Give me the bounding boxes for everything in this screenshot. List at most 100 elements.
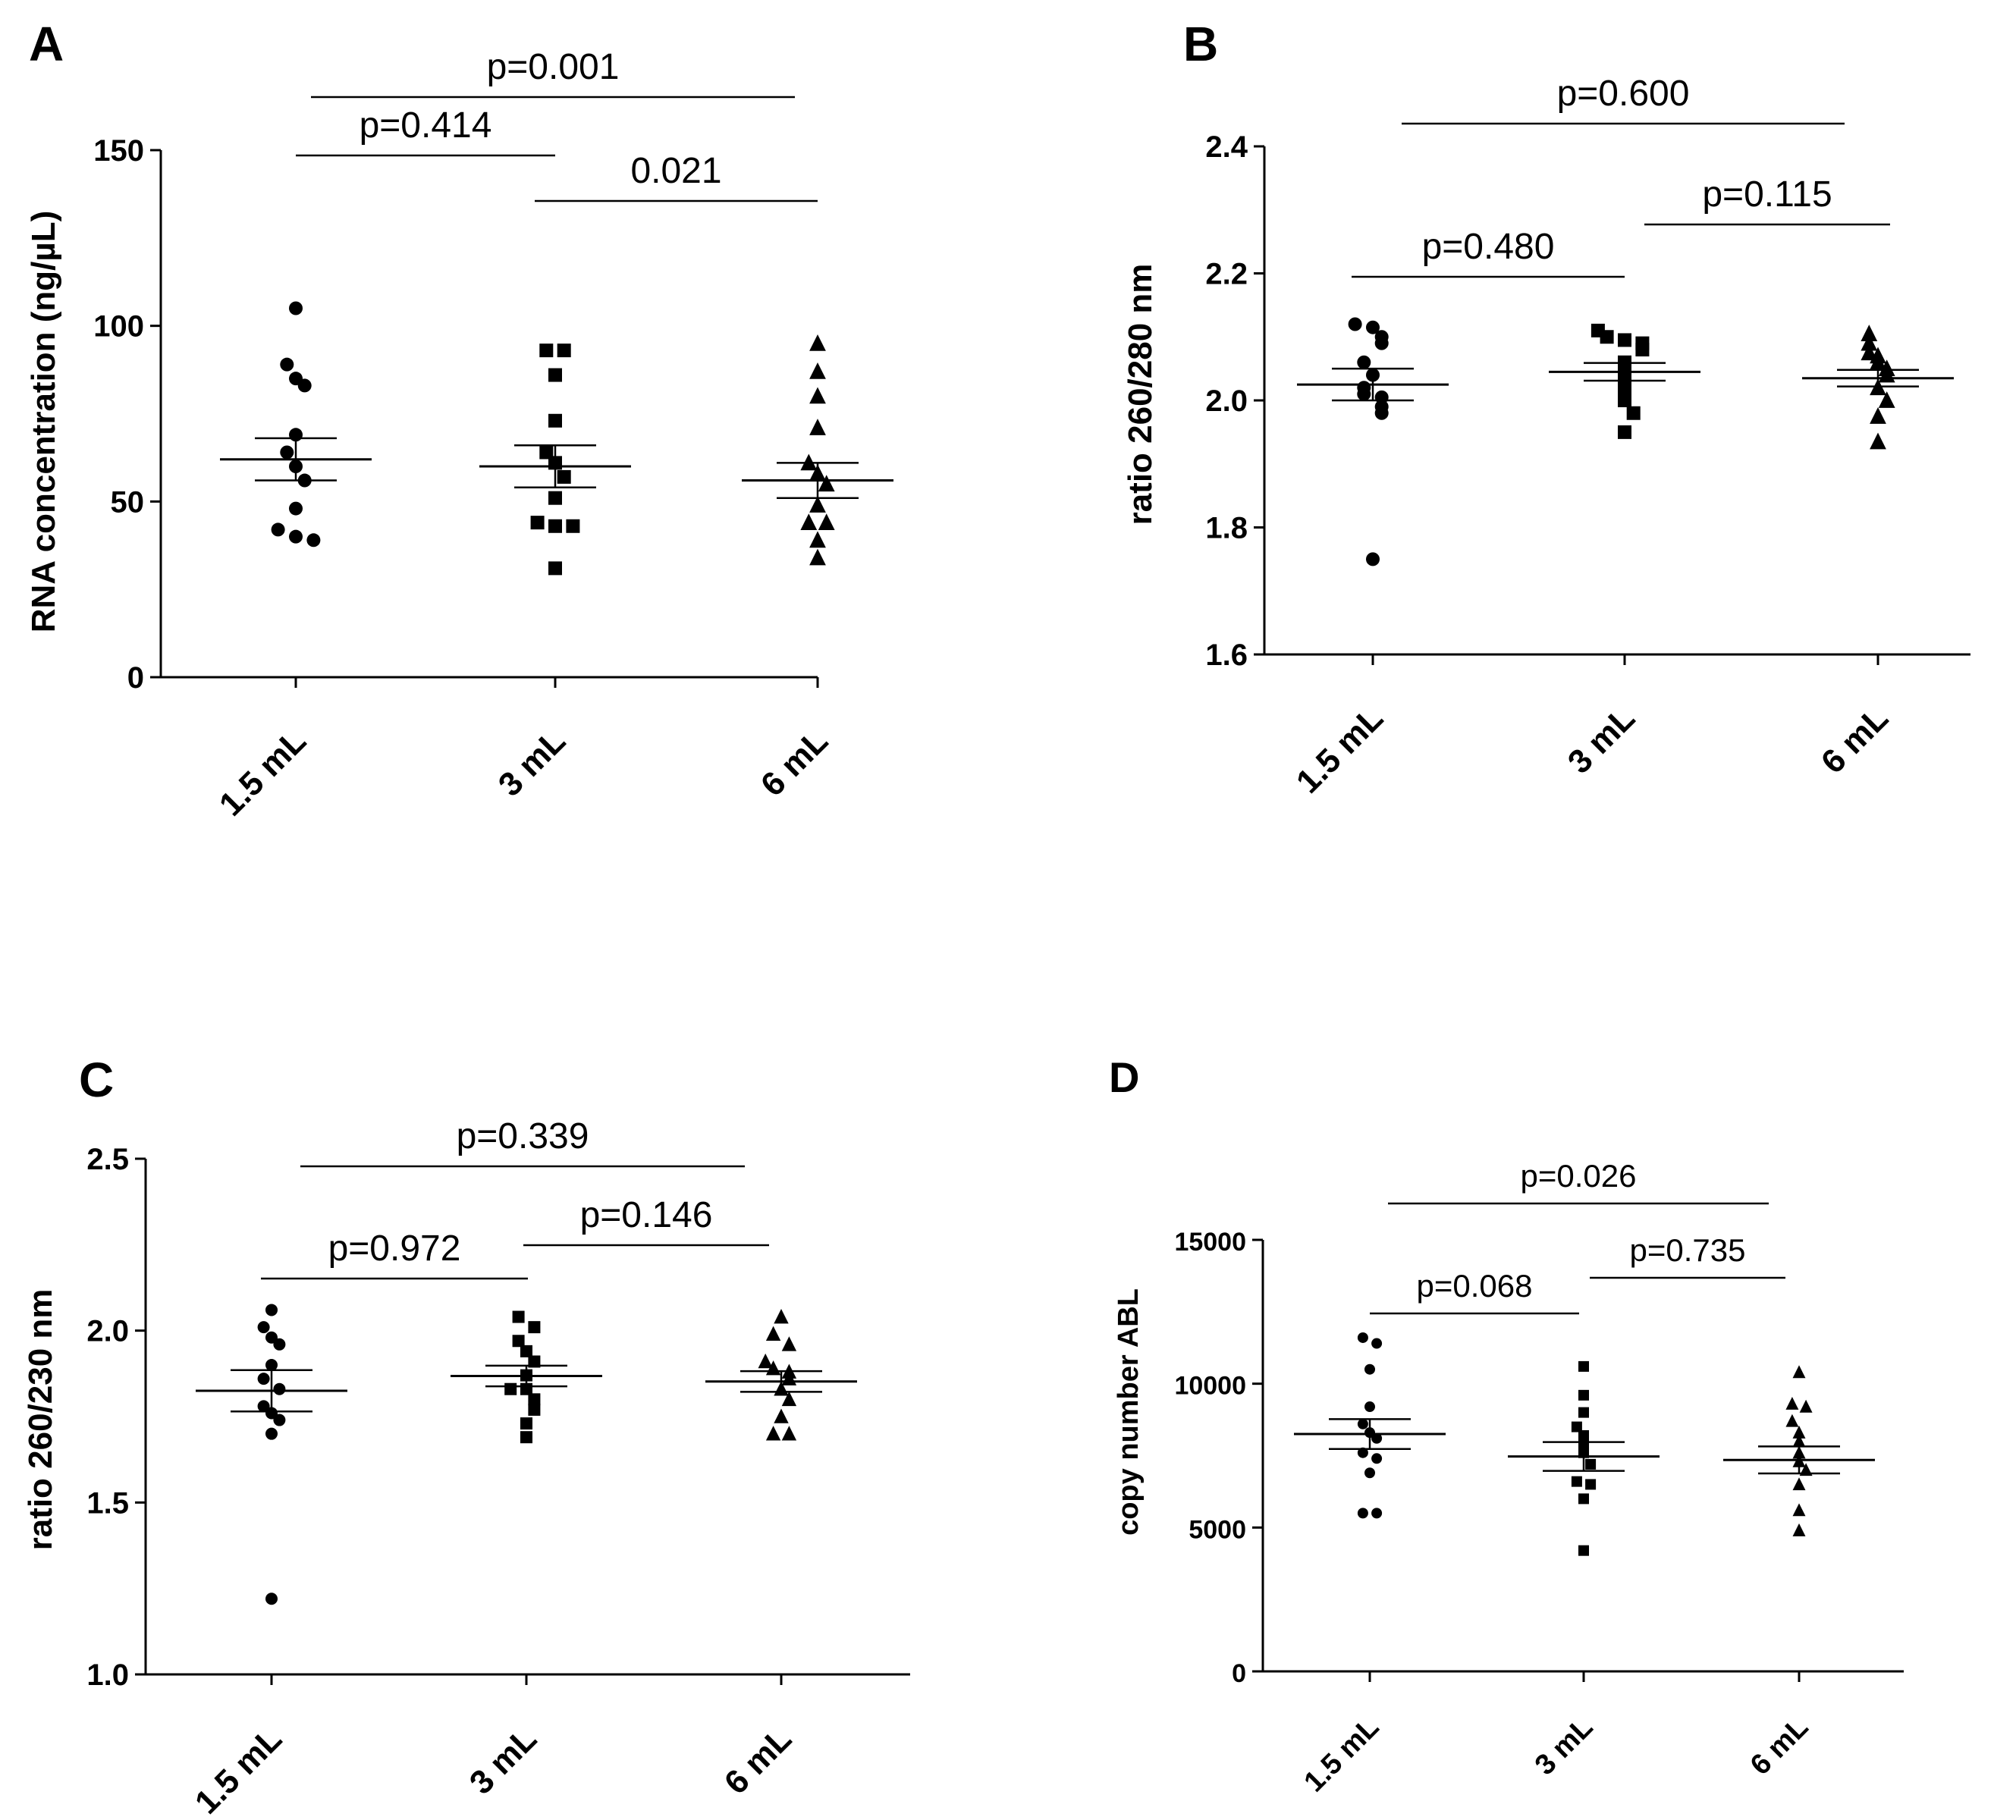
- data-point-triangle: [1792, 1477, 1806, 1491]
- x-category-label: 3 mL: [1529, 1712, 1599, 1781]
- x-category-label: 3 mL: [463, 1720, 544, 1801]
- data-point-circle: [1348, 317, 1362, 331]
- data-point-circle: [1364, 1363, 1375, 1375]
- data-point-triangle: [809, 334, 826, 351]
- x-category-label: 3 mL: [1561, 699, 1642, 780]
- data-point-triangle: [800, 513, 818, 531]
- data-point-square: [1578, 1407, 1589, 1418]
- data-point-triangle: [774, 1408, 789, 1423]
- data-point-triangle: [809, 419, 826, 435]
- data-point-square: [1600, 330, 1614, 344]
- data-point-circle: [257, 1373, 270, 1385]
- data-point-circle: [1357, 1508, 1368, 1519]
- data-point-square: [557, 344, 571, 358]
- y-ticks: 0 50 100 150: [93, 134, 144, 695]
- x-category-label: 1.5 mL: [212, 722, 313, 823]
- data-point-circle: [265, 1304, 278, 1316]
- plot-area: [135, 1157, 910, 1685]
- data-point-triangle: [1785, 1396, 1799, 1410]
- data-point-circle: [1357, 387, 1371, 401]
- data-point-circle: [1371, 1508, 1383, 1519]
- data-point-square: [548, 519, 562, 533]
- data-point-square: [548, 368, 562, 382]
- data-point-triangle: [809, 387, 826, 404]
- data-point-circle: [1371, 1338, 1383, 1349]
- panel-c: C ratio 260/230 nm 1.0 1.5 2.0 2.5 1.5 m…: [22, 1053, 910, 1820]
- p-value-labels: p=0.600 p=0.115 p=0.480: [1422, 74, 1832, 267]
- data-point-square: [504, 1382, 517, 1395]
- data-point-triangle: [1870, 432, 1886, 450]
- data-point-triangle: [809, 496, 826, 513]
- data-point-circle: [273, 1382, 286, 1395]
- panel-letter: B: [1183, 17, 1218, 71]
- data-point-triangle: [781, 1336, 797, 1351]
- data-point-circle: [265, 1407, 278, 1420]
- data-point-triangle: [1792, 1365, 1806, 1379]
- data-point-circle: [289, 529, 303, 544]
- data-point-triangle: [1870, 353, 1886, 370]
- y-tick-label: 1.0: [86, 1658, 129, 1692]
- data-point-triangle: [765, 1326, 781, 1341]
- data-point-square: [1585, 1479, 1597, 1490]
- data-point-square: [1626, 406, 1641, 420]
- data-point-triangle: [781, 1426, 797, 1441]
- p-value-label: p=0.735: [1630, 1232, 1746, 1268]
- data-point-square: [1635, 343, 1650, 356]
- data-point-circle: [1371, 1453, 1383, 1464]
- x-category-label: 3 mL: [491, 722, 573, 803]
- data-point-square: [1618, 425, 1631, 439]
- data-point-triangle: [1785, 1414, 1799, 1427]
- data-point-triangle: [809, 362, 826, 379]
- y-axis-label: RNA concentration (ng/µL): [25, 211, 62, 633]
- data-point-circle: [297, 378, 312, 393]
- y-tick-label: 1.5: [86, 1486, 129, 1520]
- data-point-circle: [289, 501, 303, 516]
- panel-letter: A: [29, 17, 64, 71]
- data-point-square: [528, 1393, 541, 1406]
- data-point-circle: [1357, 1332, 1368, 1343]
- data-point-square: [566, 519, 580, 533]
- panel-b: B ratio 260/280 nm 1.6 1.8 2.0 2.2 2.4 1…: [1122, 17, 1970, 801]
- y-tick-label: 2.2: [1205, 258, 1248, 291]
- data-point-circle: [265, 1359, 278, 1371]
- p-value-label: p=0.115: [1702, 174, 1832, 215]
- data-point-circle: [1357, 1447, 1368, 1458]
- p-value-label: p=0.026: [1521, 1158, 1637, 1194]
- data-point-circle: [265, 1592, 278, 1605]
- data-point-square: [548, 491, 562, 505]
- data-point-square: [1571, 1421, 1582, 1432]
- data-point-circle: [1366, 552, 1380, 566]
- data-point-triangle: [818, 475, 835, 492]
- data-point-triangle: [809, 548, 826, 566]
- data-point-triangle: [1861, 334, 1878, 351]
- data-point-circle: [1371, 1432, 1383, 1444]
- data-point-square: [1578, 1493, 1589, 1505]
- data-point-triangle: [1792, 1523, 1806, 1536]
- y-tick-label: 15000: [1174, 1228, 1246, 1257]
- plot-area: [1254, 122, 1970, 665]
- data-point-square: [1571, 1476, 1582, 1487]
- panel-letter: D: [1109, 1053, 1139, 1101]
- p-value-labels: p=0.339 p=0.146 p=0.972: [328, 1116, 713, 1269]
- plot-area: [150, 96, 893, 688]
- data-point-triangle: [1861, 344, 1878, 361]
- data-point-triangle: [1799, 1399, 1813, 1413]
- data-point-square: [520, 1417, 532, 1430]
- data-point-triangle: [1878, 391, 1895, 408]
- p-value-label: p=0.480: [1422, 227, 1555, 267]
- data-point-triangle: [1870, 407, 1886, 424]
- data-point-square: [1578, 1360, 1589, 1372]
- y-tick-label: 2.4: [1205, 130, 1248, 164]
- x-category-labels: 1.5 mL 3 mL 6 mL: [1298, 1712, 1815, 1799]
- data-point-circle: [306, 533, 321, 548]
- data-point-circle: [1374, 406, 1389, 420]
- data-point-triangle: [1861, 325, 1878, 341]
- y-tick-label: 1.6: [1205, 639, 1248, 672]
- data-point-square: [520, 1431, 532, 1444]
- data-point-circle: [289, 301, 303, 315]
- panel-letter: C: [79, 1053, 114, 1107]
- data-point-circle: [280, 357, 294, 372]
- p-value-label: p=0.068: [1417, 1268, 1533, 1304]
- data-point-triangle: [765, 1426, 781, 1441]
